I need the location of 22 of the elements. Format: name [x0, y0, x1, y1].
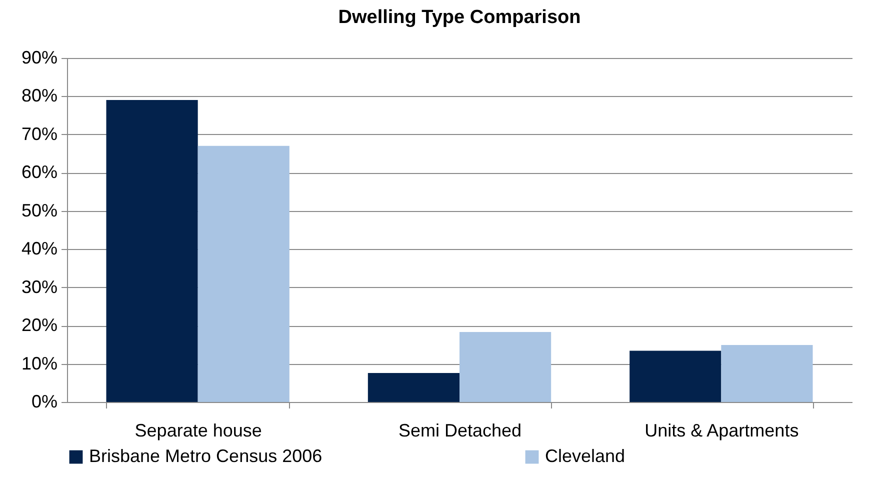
- legend-label: Brisbane Metro Census 2006: [89, 446, 322, 466]
- bar: [106, 100, 198, 402]
- y-tick-label: 80%: [21, 86, 58, 106]
- chart-title: Dwelling Type Comparison: [338, 7, 581, 28]
- x-tick-label: Units & Apartments: [644, 420, 799, 440]
- y-tick-label: 0%: [31, 392, 58, 412]
- bar: [460, 332, 552, 402]
- x-tick-label: Semi Detached: [398, 420, 522, 440]
- y-tick-label: 60%: [21, 162, 58, 182]
- y-tick-label: 20%: [21, 315, 58, 336]
- bar: [198, 146, 290, 402]
- y-tick-label: 40%: [21, 238, 58, 259]
- y-tick-label: 30%: [21, 276, 58, 297]
- bar: [630, 350, 722, 402]
- y-tick-label: 70%: [21, 124, 58, 144]
- y-tick-label: 50%: [21, 200, 58, 220]
- y-tick-label: 90%: [21, 48, 58, 68]
- x-tick-label: Separate house: [134, 420, 262, 440]
- y-tick-label: 10%: [21, 353, 58, 374]
- bar: [721, 345, 813, 402]
- bar: [368, 372, 460, 402]
- legend-label: Cleveland: [545, 446, 626, 466]
